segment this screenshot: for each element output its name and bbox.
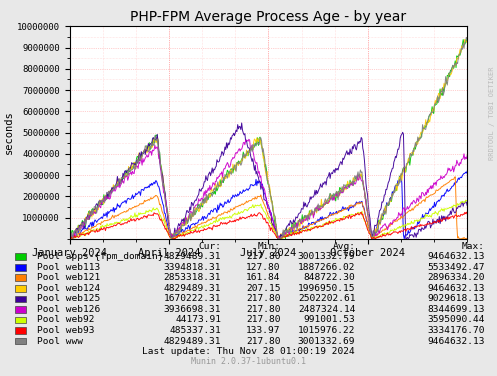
Text: 4829489.31: 4829489.31	[164, 252, 221, 261]
Text: 3334176.70: 3334176.70	[427, 326, 485, 335]
Text: 4829489.31: 4829489.31	[164, 284, 221, 293]
Text: 9464632.13: 9464632.13	[427, 337, 485, 346]
Text: Cur:: Cur:	[198, 242, 221, 251]
Text: Munin 2.0.37-1ubuntu0.1: Munin 2.0.37-1ubuntu0.1	[191, 357, 306, 366]
Text: 1670222.31: 1670222.31	[164, 294, 221, 303]
Text: 217.80: 217.80	[247, 337, 281, 346]
Text: Pool web121: Pool web121	[37, 273, 100, 282]
Text: 3595090.44: 3595090.44	[427, 315, 485, 324]
Text: 44173.91: 44173.91	[175, 315, 221, 324]
Text: Avg:: Avg:	[332, 242, 355, 251]
Text: 217.80: 217.80	[247, 252, 281, 261]
Text: 2502202.61: 2502202.61	[298, 294, 355, 303]
Text: Max:: Max:	[462, 242, 485, 251]
Text: 127.80: 127.80	[247, 263, 281, 272]
Text: RRDTOOL / TOBI OETIKER: RRDTOOL / TOBI OETIKER	[489, 66, 495, 159]
Text: 9464632.13: 9464632.13	[427, 252, 485, 261]
Text: Last update: Thu Nov 28 01:00:19 2024: Last update: Thu Nov 28 01:00:19 2024	[142, 347, 355, 356]
Text: 3001332.79: 3001332.79	[298, 252, 355, 261]
Text: 3394818.31: 3394818.31	[164, 263, 221, 272]
Text: 1996950.15: 1996950.15	[298, 284, 355, 293]
Text: 1015976.22: 1015976.22	[298, 326, 355, 335]
Text: 217.80: 217.80	[247, 305, 281, 314]
Text: Pool web92: Pool web92	[37, 315, 95, 324]
Text: 217.80: 217.80	[247, 294, 281, 303]
Text: Pool web126: Pool web126	[37, 305, 100, 314]
Y-axis label: seconds: seconds	[4, 111, 14, 155]
Text: 1887266.02: 1887266.02	[298, 263, 355, 272]
Text: 2896334.20: 2896334.20	[427, 273, 485, 282]
Text: 161.84: 161.84	[247, 273, 281, 282]
Text: Pool web124: Pool web124	[37, 284, 100, 293]
Text: 217.80: 217.80	[247, 315, 281, 324]
Text: 133.97: 133.97	[247, 326, 281, 335]
Text: 848722.30: 848722.30	[304, 273, 355, 282]
Text: 991001.53: 991001.53	[304, 315, 355, 324]
Text: 2853318.31: 2853318.31	[164, 273, 221, 282]
Text: 3001332.69: 3001332.69	[298, 337, 355, 346]
Text: Pool web93: Pool web93	[37, 326, 95, 335]
Text: 5533492.47: 5533492.47	[427, 263, 485, 272]
Text: 8344699.13: 8344699.13	[427, 305, 485, 314]
Text: 9029618.13: 9029618.13	[427, 294, 485, 303]
Text: Pool web125: Pool web125	[37, 294, 100, 303]
Text: Min:: Min:	[258, 242, 281, 251]
Text: Pool apps-{fpm_domain}: Pool apps-{fpm_domain}	[37, 252, 164, 261]
Text: Pool www: Pool www	[37, 337, 83, 346]
Text: 207.15: 207.15	[247, 284, 281, 293]
Text: Pool web113: Pool web113	[37, 263, 100, 272]
Title: PHP-FPM Average Process Age - by year: PHP-FPM Average Process Age - by year	[130, 10, 407, 24]
Text: 9464632.13: 9464632.13	[427, 284, 485, 293]
Text: 485337.31: 485337.31	[169, 326, 221, 335]
Text: 2487324.14: 2487324.14	[298, 305, 355, 314]
Text: 4829489.31: 4829489.31	[164, 337, 221, 346]
Text: 3936698.31: 3936698.31	[164, 305, 221, 314]
